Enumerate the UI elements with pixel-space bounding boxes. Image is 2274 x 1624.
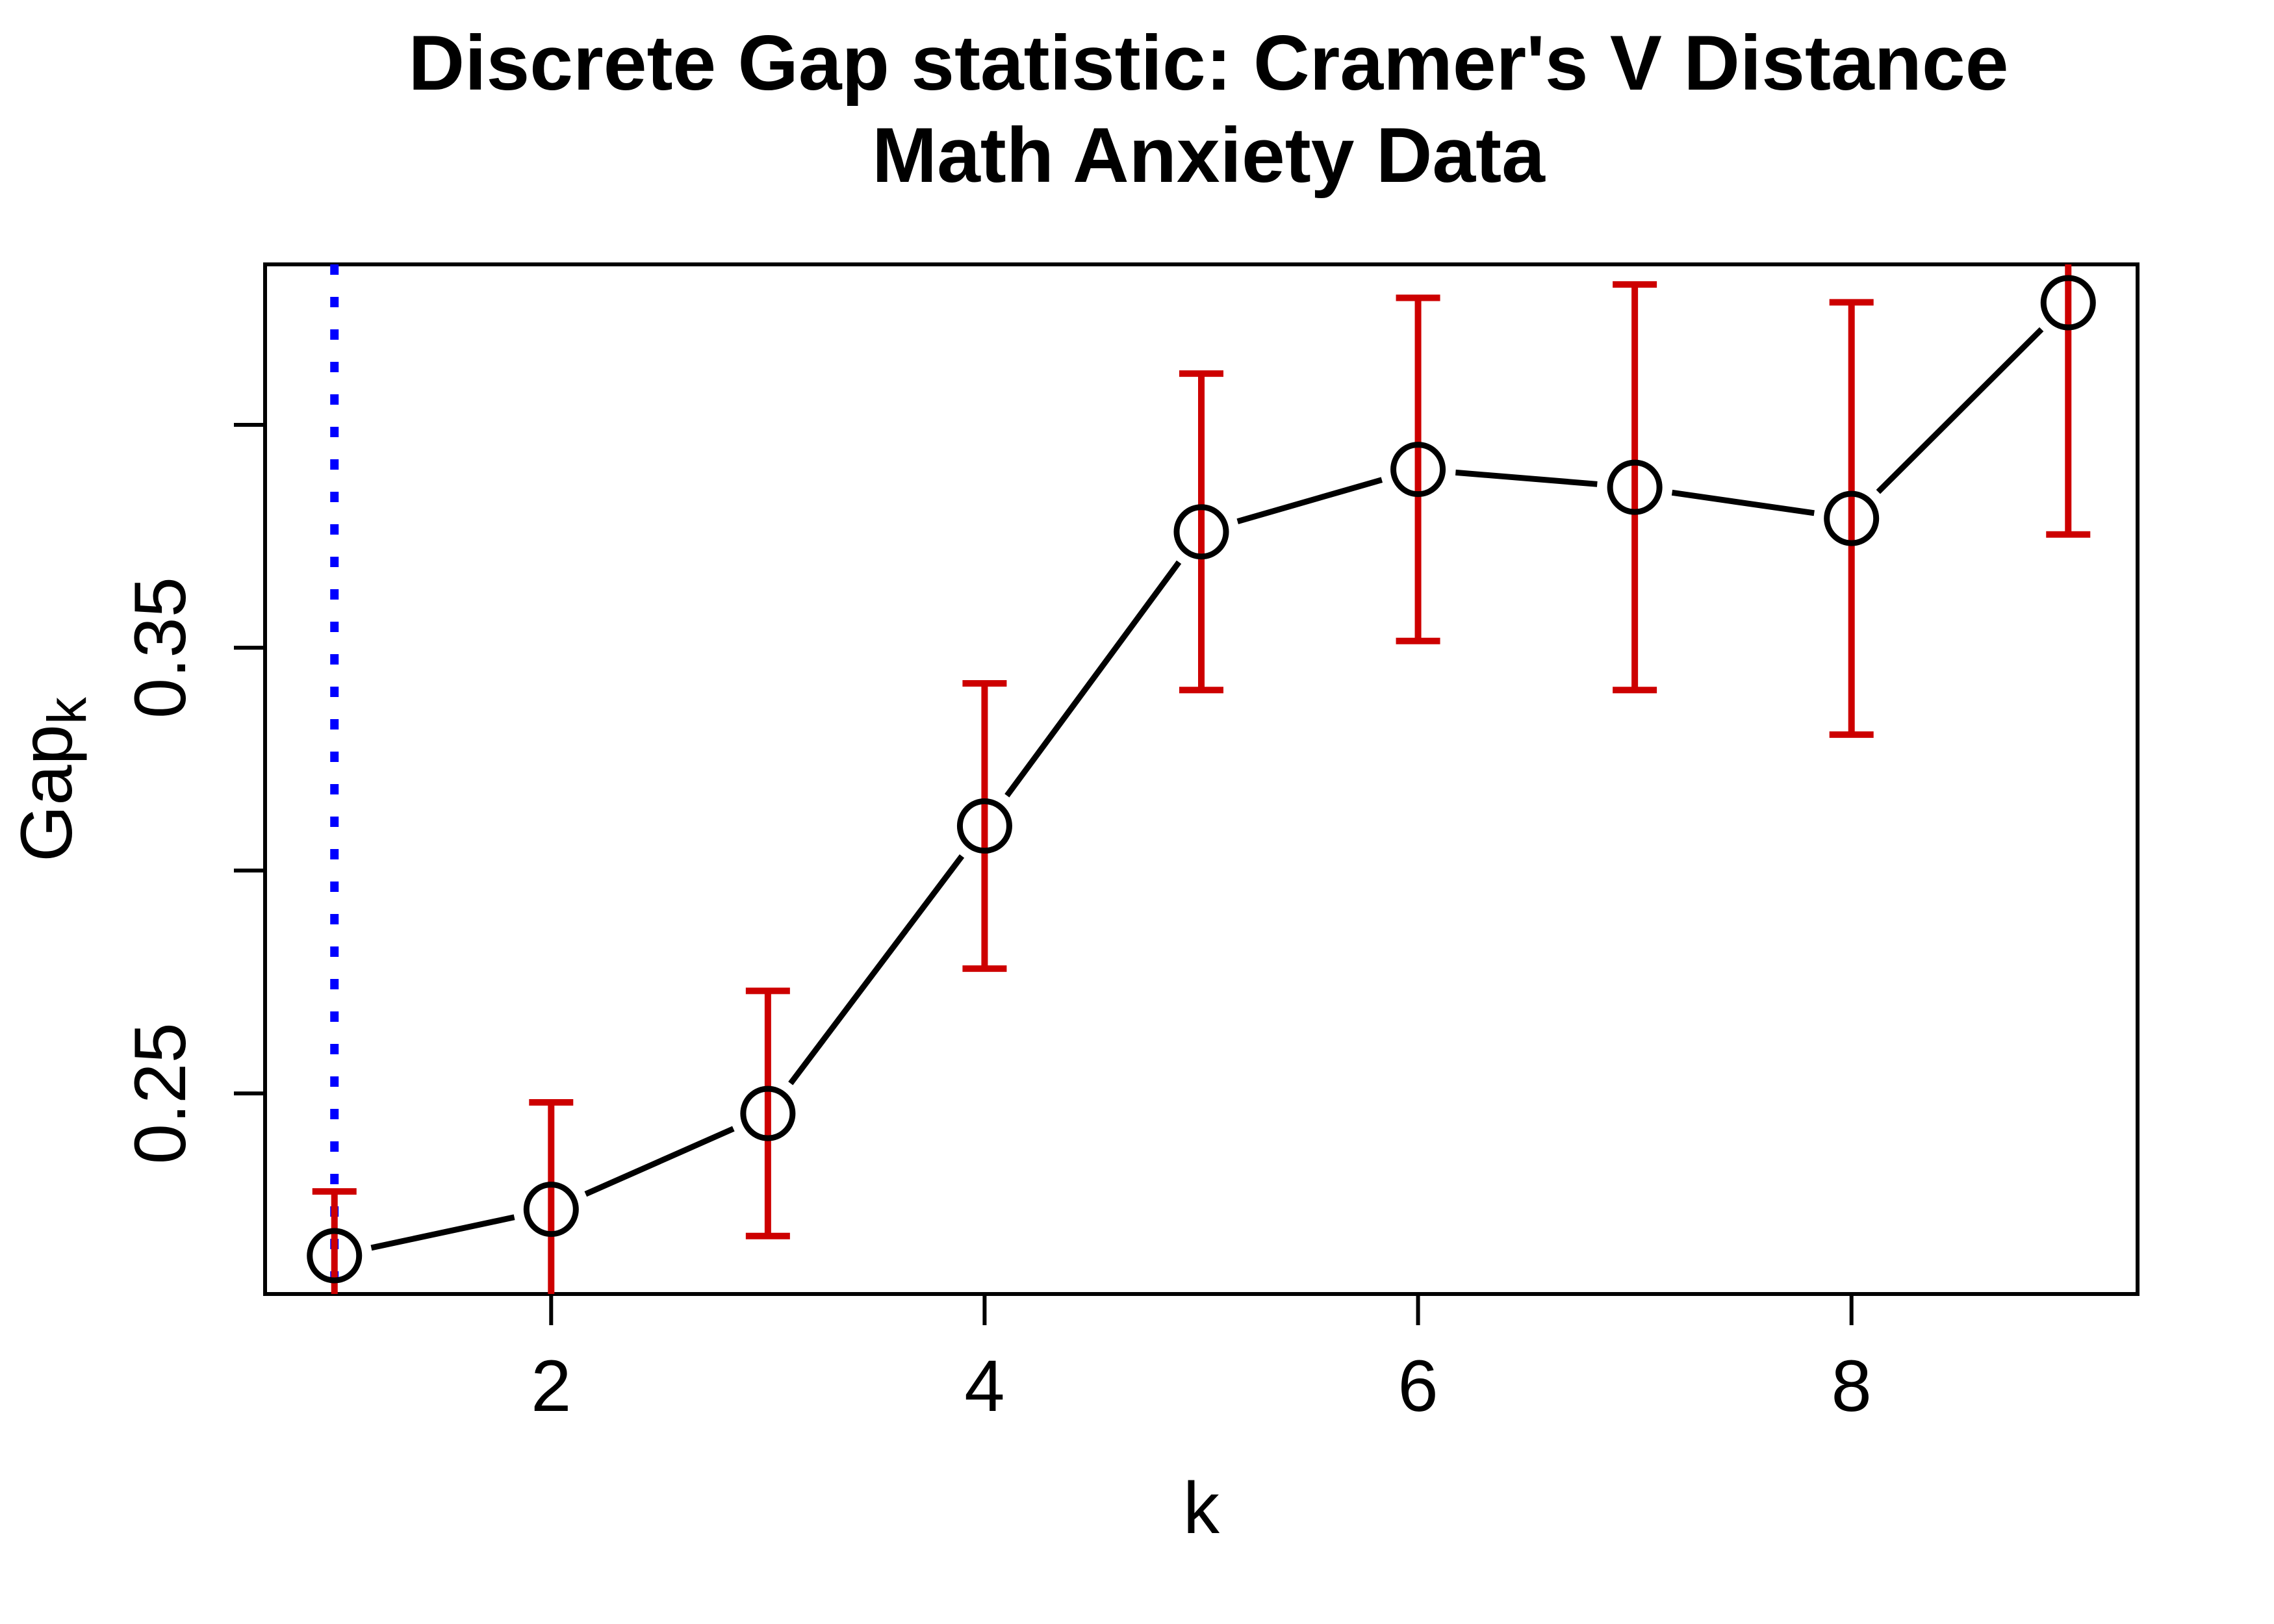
y-tick-label: 0.25 <box>120 1022 201 1164</box>
axis-tick-labels: 2 4 6 8 0.25 0.35 <box>120 577 1872 1427</box>
series-segment <box>370 1214 515 1251</box>
axis-ticks <box>234 423 1854 1325</box>
x-tick-label: 8 <box>1832 1345 1872 1427</box>
series-line-group <box>370 327 2044 1251</box>
plot-box <box>263 262 2140 1296</box>
data-point <box>307 1228 363 1284</box>
y-tick-label: 0.35 <box>120 577 201 718</box>
y-axis-label-subscript: k <box>36 696 97 724</box>
y-axis-label: Gapk <box>6 696 97 862</box>
data-point <box>1390 442 1446 498</box>
data-point <box>2040 275 2096 331</box>
x-tick-label: 4 <box>964 1345 1004 1427</box>
series-segment <box>1671 489 1815 516</box>
series-segment <box>1876 327 2044 494</box>
error-bars-group <box>312 264 2091 1294</box>
series-segment <box>1004 560 1182 798</box>
data-point <box>1824 490 1880 546</box>
data-point <box>1173 504 1229 560</box>
series-segment <box>788 854 965 1085</box>
series-segment <box>584 1126 735 1197</box>
y-axis-label-main: Gap <box>6 724 87 862</box>
series-segment <box>1455 469 1598 487</box>
x-tick-label: 6 <box>1398 1345 1438 1427</box>
data-point <box>523 1182 579 1237</box>
chart-subtitle: Math Anxiety Data <box>872 112 1546 199</box>
data-point <box>956 798 1012 854</box>
series-points-group <box>307 275 2096 1284</box>
data-point <box>1607 459 1663 515</box>
series-segment <box>1236 477 1383 524</box>
x-tick-label: 2 <box>531 1345 571 1427</box>
x-axis-label: k <box>1183 1467 1220 1549</box>
data-point <box>740 1085 796 1141</box>
chart-title: Discrete Gap statistic: Cramer's V Dista… <box>409 19 2009 107</box>
